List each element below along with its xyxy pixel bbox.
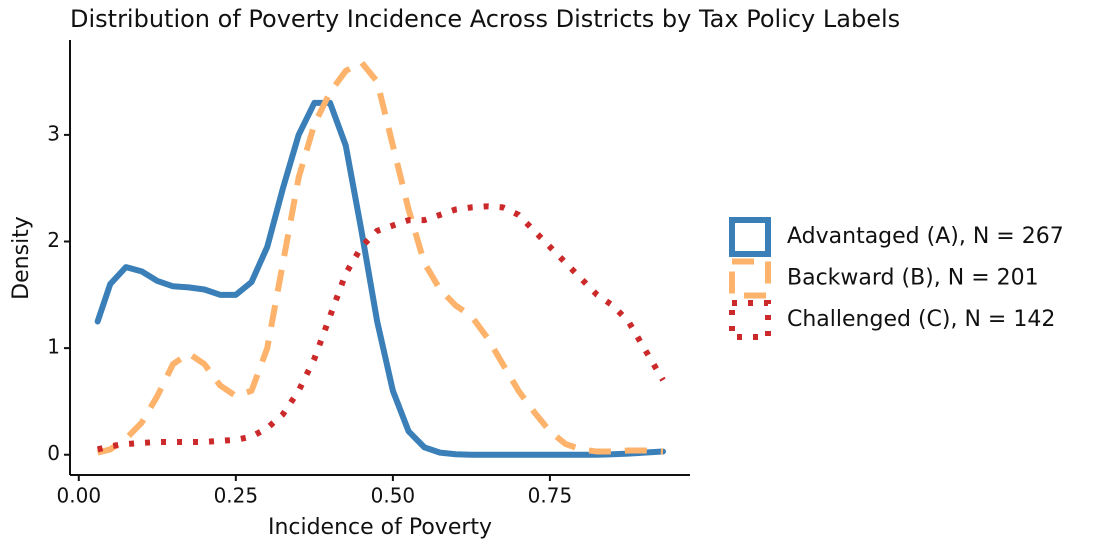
x-tick-label: 0.25	[214, 484, 259, 508]
x-tick-label: 0.00	[57, 484, 102, 508]
density-line	[94, 99, 666, 458]
chart-title: Distribution of Poverty Incidence Across…	[70, 5, 900, 33]
x-tick-label: 0.50	[371, 484, 416, 508]
x-axis-title: Incidence of Poverty	[268, 515, 492, 540]
legend-key	[729, 258, 771, 299]
legend-label: Backward (B), N = 201	[787, 266, 1039, 291]
y-tick-label: 1	[47, 335, 60, 359]
y-tick-label: 3	[47, 121, 60, 145]
density-line	[96, 203, 666, 453]
y-axis-title: Density	[9, 216, 34, 300]
y-tick-label: 0	[47, 441, 60, 465]
density-line	[96, 59, 664, 456]
x-tick-label: 0.75	[528, 484, 573, 508]
legend-key	[729, 300, 771, 340]
y-tick-label: 2	[47, 228, 60, 252]
legend-label: Challenged (C), N = 142	[787, 307, 1055, 332]
legend-label: Advantaged (A), N = 267	[787, 224, 1064, 249]
legend-key	[729, 217, 771, 257]
